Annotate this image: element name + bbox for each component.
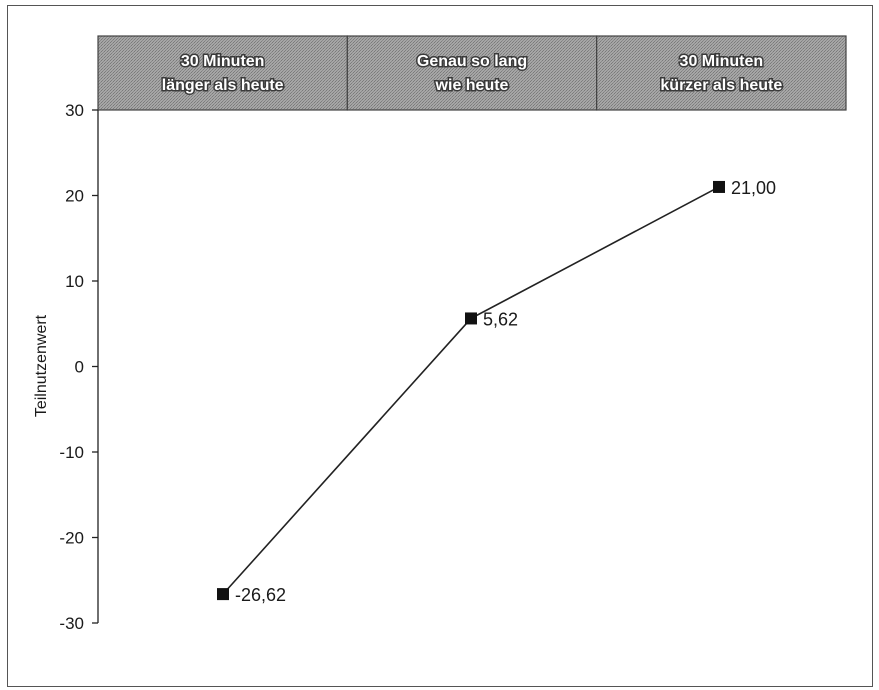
category-header: 30 Minuten länger als heute Genau so lang w… bbox=[97, 35, 847, 111]
category-header-label: wie heute bbox=[435, 77, 509, 94]
y-tick-label: 10 bbox=[65, 272, 84, 291]
y-tick-label: -10 bbox=[59, 443, 84, 462]
category-header-label: 30 Minuten bbox=[680, 53, 764, 70]
data-point-marker bbox=[713, 180, 725, 193]
data-point-label: 21,00 bbox=[731, 178, 776, 198]
series-line: -26,62 5,62 21,00 bbox=[217, 178, 776, 605]
category-header-label: 30 Minuten bbox=[181, 53, 265, 70]
data-point-label: -26,62 bbox=[235, 585, 286, 605]
series-path bbox=[222, 186, 720, 595]
category-header-cell bbox=[346, 35, 598, 111]
category-header-label: länger als heute bbox=[162, 77, 284, 94]
data-point-marker bbox=[465, 312, 477, 325]
category-header-cell bbox=[97, 35, 348, 111]
category-header-cell bbox=[596, 35, 847, 111]
y-axis: 30 20 10 0 -10 -20 -30 bbox=[59, 101, 99, 633]
y-tick-label: 20 bbox=[65, 187, 84, 206]
y-tick-label: 0 bbox=[75, 358, 84, 377]
y-axis-label: Teilnutzenwert bbox=[33, 314, 50, 417]
chart-canvas: 30 Minuten länger als heute Genau so lang w… bbox=[33, 35, 847, 633]
chart-frame: 30 Minuten länger als heute Genau so lang w… bbox=[7, 5, 873, 687]
category-header-label: kürzer als heute bbox=[660, 77, 782, 94]
y-tick-label: -20 bbox=[59, 529, 84, 548]
data-point-label: 5,62 bbox=[483, 309, 518, 329]
y-axis-title: Teilnutzenwert bbox=[33, 314, 50, 417]
data-point-marker bbox=[217, 588, 229, 601]
category-header-label: Genau so lang bbox=[417, 53, 527, 70]
y-tick-label: 30 bbox=[65, 101, 84, 120]
y-tick-label: -30 bbox=[59, 614, 84, 633]
